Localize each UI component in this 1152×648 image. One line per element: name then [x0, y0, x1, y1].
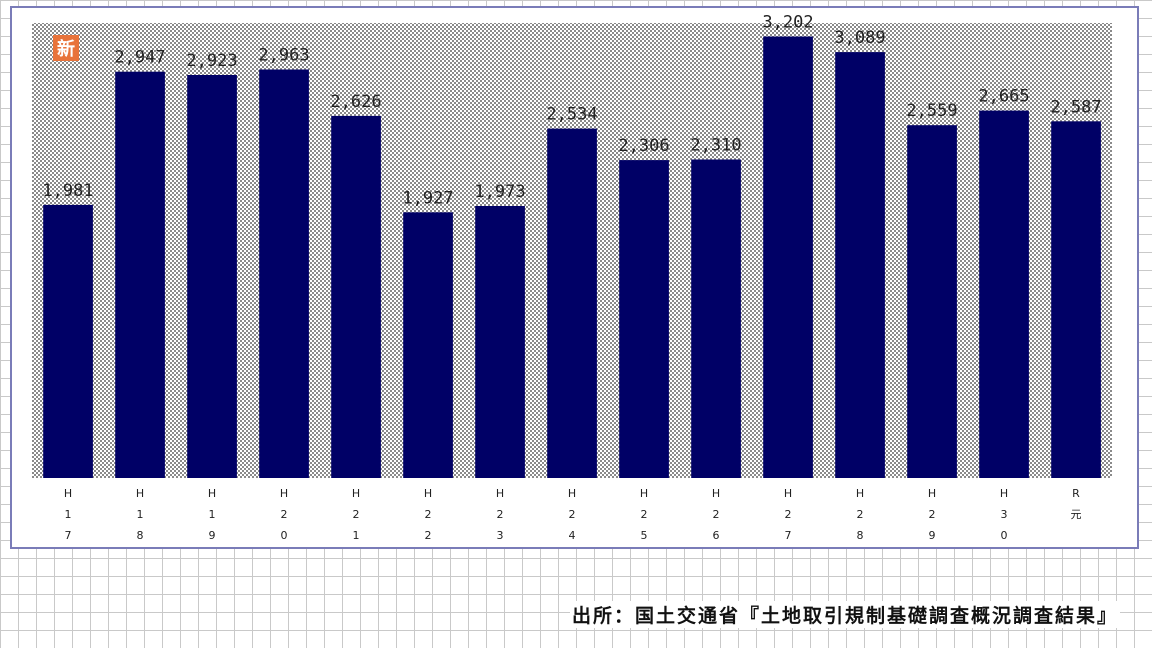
bar-H17 — [43, 204, 93, 478]
value-label-H28: 3,089 — [834, 28, 885, 48]
value-label-H18: 2,947 — [114, 48, 165, 68]
bar-H18 — [115, 71, 165, 478]
bar-H30 — [979, 110, 1029, 478]
bar-R元 — [1051, 121, 1101, 479]
bar-H29 — [907, 125, 957, 478]
source-citation: 出所：国土交通省『土地取引規制基礎調査概況調査結果』 — [569, 601, 1120, 628]
value-label-H30: 2,665 — [978, 87, 1029, 107]
value-label-R元: 2,587 — [1050, 97, 1101, 117]
bar-H28 — [835, 52, 885, 478]
bar-H24 — [547, 128, 597, 478]
bar-H20 — [259, 69, 309, 478]
value-label-H23: 1,973 — [474, 182, 525, 202]
bar-chart: 1,981 2,947 2,923 2,963 2,626 1,927 1,973 2,534… — [32, 13, 1112, 542]
bar-H22 — [403, 212, 453, 479]
bar-H26 — [691, 159, 741, 478]
value-label-H24: 2,534 — [546, 105, 597, 125]
new-badge: 新 — [53, 35, 79, 61]
bar-H23 — [475, 206, 525, 478]
value-label-H27: 3,202 — [762, 13, 813, 33]
chart-frame: 1,981 2,947 2,923 2,963 2,626 1,927 1,973 2,534… — [10, 6, 1139, 549]
value-label-H22: 1,927 — [402, 188, 453, 208]
value-label-H19: 2,923 — [186, 51, 237, 71]
value-label-H21: 2,626 — [330, 92, 381, 112]
value-label-H20: 2,963 — [258, 46, 309, 66]
value-label-H26: 2,310 — [690, 136, 741, 156]
value-label-H29: 2,559 — [906, 101, 957, 121]
bar-H21 — [331, 115, 381, 479]
bar-H25 — [619, 160, 669, 478]
new-badge-text: 新 — [57, 38, 75, 60]
bar-H19 — [187, 75, 237, 478]
value-label-H25: 2,306 — [618, 136, 669, 156]
bar-H27 — [763, 36, 813, 478]
value-label-H17: 1,981 — [42, 181, 93, 201]
